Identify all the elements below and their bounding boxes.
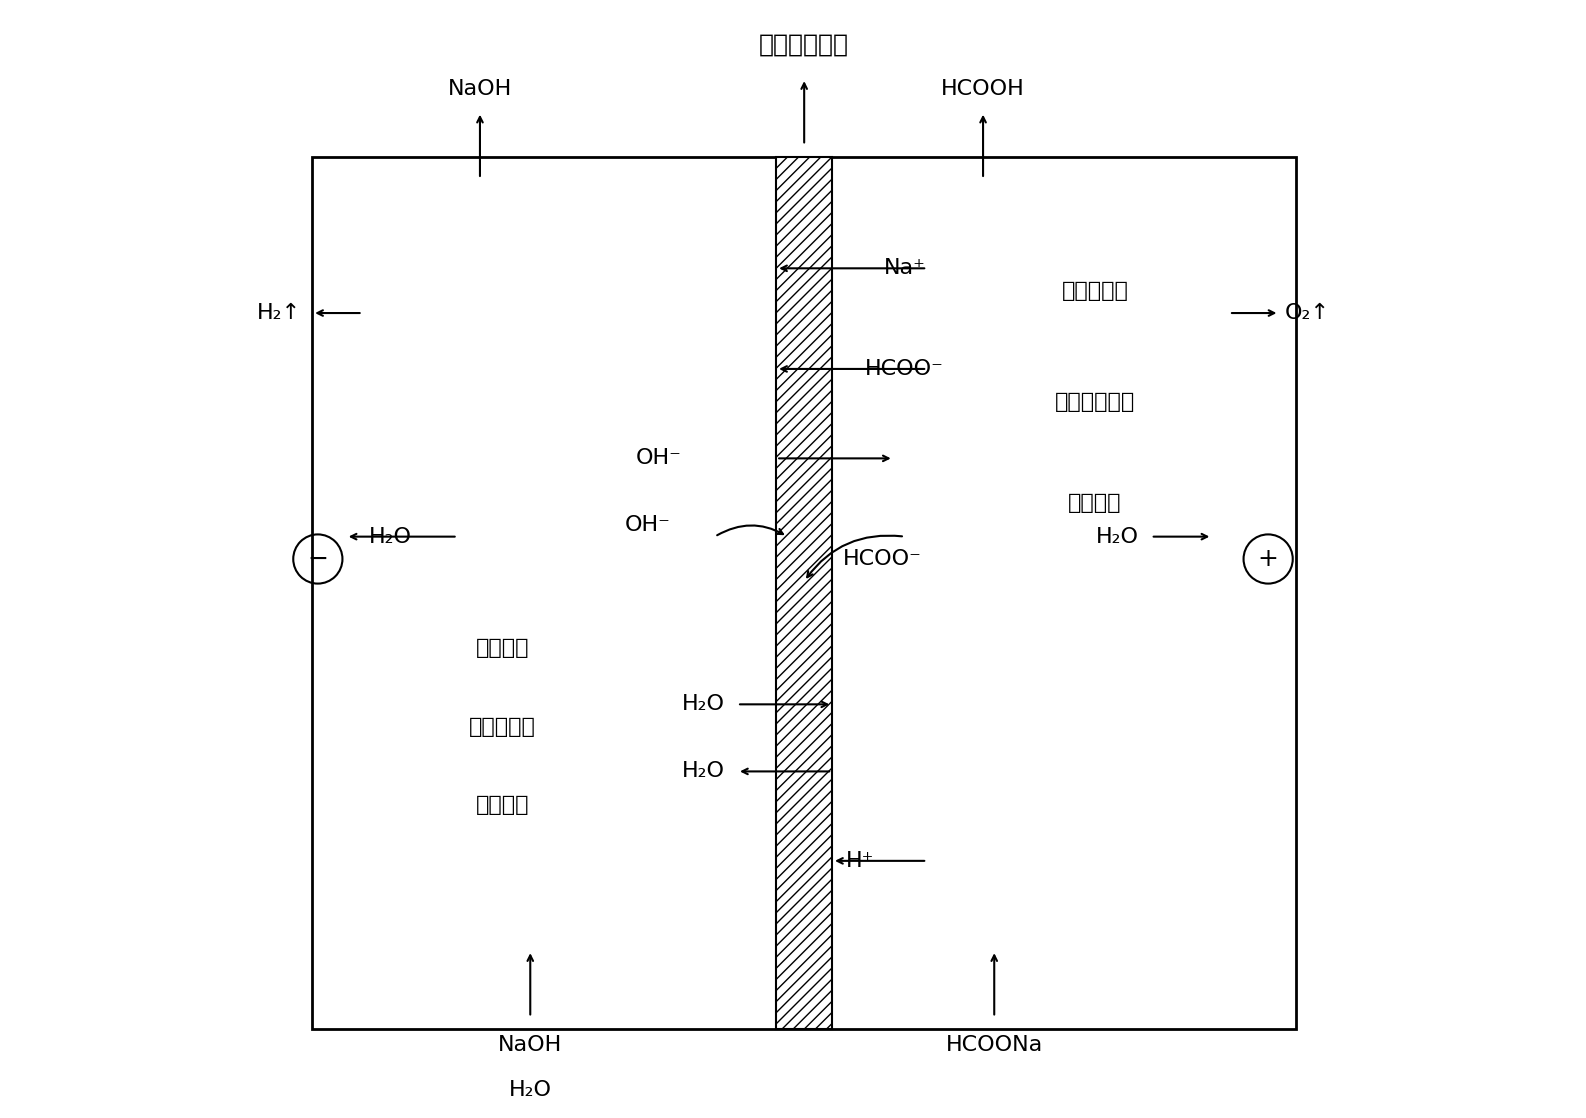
Text: NaOH: NaOH: [498, 1035, 563, 1055]
Text: H₂O: H₂O: [370, 527, 412, 547]
Text: OH⁻: OH⁻: [636, 448, 682, 468]
Bar: [776, 157, 833, 1029]
Text: H₂↑: H₂↑: [257, 303, 301, 323]
Text: HCOONa: HCOONa: [945, 1035, 1044, 1055]
Text: 阳离子交换膜: 阳离子交换膜: [760, 32, 849, 57]
Text: 水的渗透: 水的渗透: [476, 638, 530, 659]
Text: NaOH: NaOH: [447, 79, 512, 100]
Text: H⁺: H⁺: [845, 851, 874, 871]
Text: 同名离子迁移: 同名离子迁移: [1055, 392, 1136, 413]
Text: H₂O: H₂O: [509, 1080, 552, 1100]
Text: 水的电离: 水的电离: [476, 795, 530, 815]
Text: HCOO⁻: HCOO⁻: [844, 549, 921, 569]
Text: +: +: [1258, 547, 1278, 571]
Text: −: −: [308, 547, 328, 571]
Text: HCOOH: HCOOH: [940, 79, 1025, 100]
Text: H₂O: H₂O: [682, 694, 725, 714]
Text: OH⁻: OH⁻: [625, 515, 671, 536]
Text: 水的电渗析: 水的电渗析: [469, 717, 536, 737]
Text: H₂O: H₂O: [682, 761, 725, 781]
Text: H₂O: H₂O: [1096, 527, 1139, 547]
Text: HCOO⁻: HCOO⁻: [866, 359, 944, 379]
Text: 反离子迁移: 反离子迁移: [1061, 281, 1128, 301]
Text: Na⁺: Na⁺: [883, 258, 926, 278]
Text: 浓差扩散: 浓差扩散: [1067, 493, 1121, 513]
Bar: [312, 157, 1296, 1029]
Text: O₂↑: O₂↑: [1285, 303, 1329, 323]
